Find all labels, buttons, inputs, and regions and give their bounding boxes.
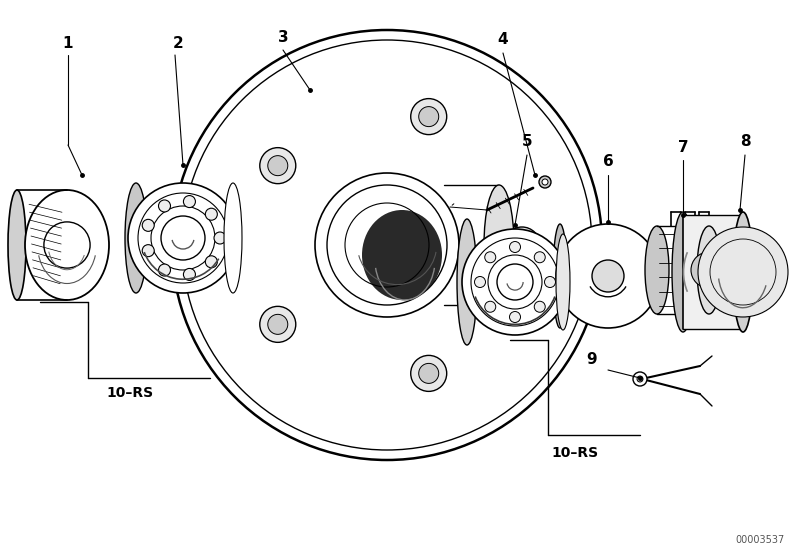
Polygon shape xyxy=(683,215,740,329)
Text: 3: 3 xyxy=(278,31,288,45)
Circle shape xyxy=(633,372,647,386)
Circle shape xyxy=(142,245,154,257)
Text: 2: 2 xyxy=(173,36,184,50)
Circle shape xyxy=(158,264,170,276)
Circle shape xyxy=(214,232,226,244)
Circle shape xyxy=(510,241,520,253)
Text: 10–RS: 10–RS xyxy=(551,446,598,460)
Circle shape xyxy=(556,224,660,328)
Circle shape xyxy=(475,277,486,287)
Circle shape xyxy=(542,179,548,185)
Ellipse shape xyxy=(224,183,242,293)
Circle shape xyxy=(592,260,624,292)
Circle shape xyxy=(268,155,288,176)
Ellipse shape xyxy=(553,224,567,328)
Circle shape xyxy=(691,252,727,288)
Ellipse shape xyxy=(457,219,477,345)
Circle shape xyxy=(535,252,545,263)
Text: 1: 1 xyxy=(63,36,74,50)
Ellipse shape xyxy=(733,212,753,332)
Circle shape xyxy=(184,196,196,207)
Text: 4: 4 xyxy=(498,32,508,48)
Circle shape xyxy=(485,252,495,263)
Text: 6: 6 xyxy=(602,154,614,169)
Circle shape xyxy=(184,268,196,281)
Circle shape xyxy=(158,200,170,212)
Ellipse shape xyxy=(484,185,514,305)
Circle shape xyxy=(260,306,296,342)
Circle shape xyxy=(637,376,643,382)
Text: 00003537: 00003537 xyxy=(736,535,785,545)
Ellipse shape xyxy=(25,190,109,300)
Circle shape xyxy=(327,185,447,305)
Circle shape xyxy=(128,183,238,293)
Circle shape xyxy=(315,173,459,317)
Ellipse shape xyxy=(125,183,147,293)
Text: 7: 7 xyxy=(678,140,688,154)
Circle shape xyxy=(544,277,555,287)
Circle shape xyxy=(698,227,788,317)
Circle shape xyxy=(142,219,154,231)
Circle shape xyxy=(419,107,439,126)
Circle shape xyxy=(485,301,495,312)
Circle shape xyxy=(161,216,205,260)
Text: 9: 9 xyxy=(586,353,598,367)
Ellipse shape xyxy=(362,210,442,300)
Circle shape xyxy=(411,98,447,135)
Circle shape xyxy=(205,208,217,220)
Ellipse shape xyxy=(556,234,570,330)
Circle shape xyxy=(497,264,533,300)
Circle shape xyxy=(510,311,520,323)
Circle shape xyxy=(411,356,447,391)
Circle shape xyxy=(699,260,719,280)
Text: 5: 5 xyxy=(522,135,532,149)
Circle shape xyxy=(462,229,568,335)
Ellipse shape xyxy=(645,226,669,314)
Text: 8: 8 xyxy=(740,135,750,149)
Circle shape xyxy=(205,256,217,268)
Text: 10–RS: 10–RS xyxy=(106,386,153,400)
Circle shape xyxy=(535,301,545,312)
Ellipse shape xyxy=(672,212,694,332)
Circle shape xyxy=(260,148,296,184)
Ellipse shape xyxy=(697,226,721,314)
Ellipse shape xyxy=(8,190,26,300)
Circle shape xyxy=(268,314,288,334)
Circle shape xyxy=(539,176,551,188)
Circle shape xyxy=(419,363,439,383)
Circle shape xyxy=(172,30,602,460)
Circle shape xyxy=(512,235,532,255)
Circle shape xyxy=(504,227,540,263)
